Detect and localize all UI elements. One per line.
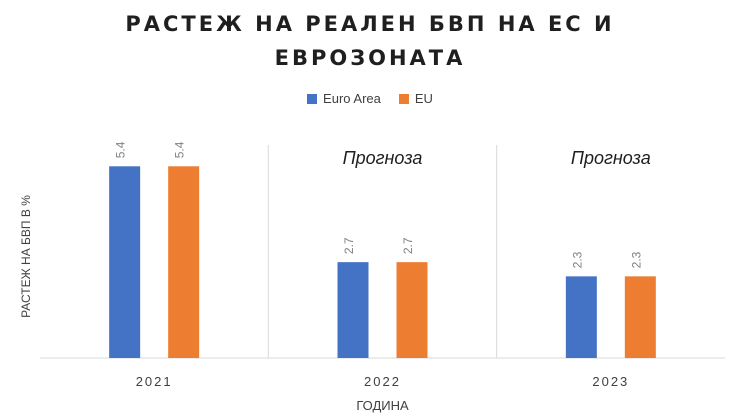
data-label: 2.7: [342, 237, 356, 254]
legend-label-eu: EU: [414, 91, 433, 106]
legend: Euro Area EU: [0, 91, 740, 106]
bar-eu-2021: [168, 166, 200, 358]
chart-title-line-2: ЕВРОЗОНАТА: [274, 46, 466, 70]
bar-euro-area-2023: [565, 276, 597, 358]
y-axis-title: РАСТЕЖ НА БВП В %: [19, 195, 33, 318]
legend-item-eu: EU: [398, 91, 433, 106]
forecast-annotation: Прогноза: [343, 148, 423, 168]
legend-swatch-eu: [398, 93, 409, 104]
data-label: 2.3: [629, 251, 643, 268]
data-label: 2.3: [570, 251, 584, 268]
x-tick-label: 2022: [364, 374, 401, 389]
legend-item-euro-area: Euro Area: [307, 91, 381, 106]
data-label: 2.7: [401, 237, 415, 254]
forecast-annotation: Прогноза: [571, 148, 651, 168]
x-axis-title: ГОДИНА: [356, 398, 409, 413]
legend-label-euro-area: Euro Area: [323, 91, 381, 106]
chart-title-line-1: РАСТЕЖ НА РЕАЛЕН БВП НА ЕС И: [125, 12, 615, 36]
x-tick-label: 2021: [136, 374, 173, 389]
data-label: 5.4: [173, 141, 187, 158]
data-label: 5.4: [114, 141, 128, 158]
bar-eu-2022: [396, 262, 428, 358]
bar-euro-area-2022: [337, 262, 369, 358]
bar-eu-2023: [624, 276, 656, 358]
legend-swatch-euro-area: [307, 93, 318, 104]
x-tick-label: 2023: [592, 374, 629, 389]
bar-euro-area-2021: [109, 166, 141, 358]
